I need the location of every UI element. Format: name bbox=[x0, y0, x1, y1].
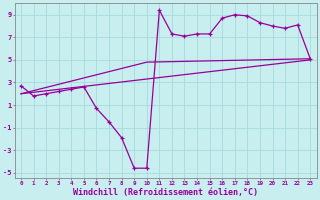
X-axis label: Windchill (Refroidissement éolien,°C): Windchill (Refroidissement éolien,°C) bbox=[73, 188, 258, 197]
